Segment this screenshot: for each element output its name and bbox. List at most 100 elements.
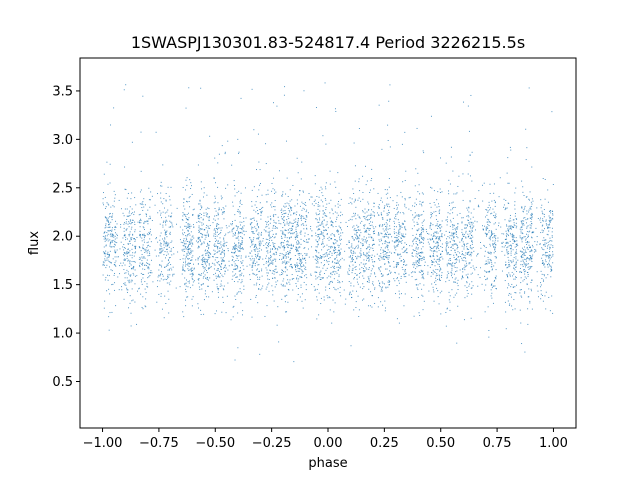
data-point — [368, 244, 370, 246]
data-point — [372, 238, 374, 240]
data-point — [120, 262, 122, 264]
data-point — [213, 253, 215, 255]
data-point — [523, 262, 525, 264]
data-point — [482, 228, 484, 230]
data-point — [203, 212, 205, 214]
data-point — [382, 236, 384, 238]
data-point — [271, 248, 273, 250]
data-point — [319, 237, 321, 239]
data-point — [253, 219, 255, 221]
data-point — [274, 227, 276, 229]
data-point — [184, 258, 186, 260]
data-point — [386, 227, 388, 229]
data-point — [454, 240, 456, 242]
data-point — [487, 223, 489, 225]
data-point — [259, 247, 261, 249]
data-point — [420, 227, 422, 229]
data-point — [233, 180, 235, 182]
data-point — [254, 204, 256, 206]
data-point — [519, 228, 521, 230]
data-point — [433, 235, 435, 237]
data-point — [257, 255, 259, 257]
data-point — [142, 244, 144, 246]
data-point — [289, 221, 291, 223]
data-point — [336, 254, 338, 256]
data-point — [328, 248, 330, 250]
data-point — [321, 188, 323, 190]
data-point — [131, 280, 133, 282]
data-point — [434, 204, 436, 206]
data-point — [552, 245, 554, 247]
data-point — [291, 265, 293, 267]
data-point — [197, 164, 199, 166]
data-point — [373, 243, 375, 245]
data-point — [546, 233, 548, 235]
data-point — [508, 245, 510, 247]
data-point — [373, 284, 375, 286]
data-point — [273, 237, 275, 239]
data-point — [287, 244, 289, 246]
data-point — [383, 230, 385, 232]
data-point — [325, 199, 327, 201]
data-point — [202, 283, 204, 285]
data-point — [185, 225, 187, 227]
data-point — [371, 306, 373, 308]
data-point — [506, 241, 508, 243]
data-point — [527, 248, 529, 250]
data-point — [159, 252, 161, 254]
data-point — [289, 200, 291, 202]
data-point — [509, 232, 511, 234]
data-point — [325, 215, 327, 217]
data-point — [540, 221, 542, 223]
data-point — [219, 233, 221, 235]
data-point — [244, 187, 246, 189]
data-point — [338, 281, 340, 283]
data-point — [337, 231, 339, 233]
data-point — [274, 209, 276, 211]
data-point — [149, 254, 151, 256]
data-point — [329, 183, 331, 185]
data-point — [320, 303, 322, 305]
data-point — [127, 289, 129, 291]
data-point — [439, 192, 441, 194]
data-point — [211, 291, 213, 293]
data-point — [284, 86, 286, 88]
data-point — [334, 252, 336, 254]
data-point — [379, 207, 381, 209]
data-point — [349, 256, 351, 258]
data-point — [341, 214, 343, 216]
data-point — [209, 241, 211, 243]
data-point — [512, 237, 514, 239]
data-point — [395, 237, 397, 239]
data-point — [419, 314, 421, 316]
data-point — [489, 237, 491, 239]
data-point — [159, 244, 161, 246]
data-point — [140, 281, 142, 283]
data-point — [114, 225, 116, 227]
data-point — [331, 281, 333, 283]
data-point — [437, 269, 439, 271]
data-point — [437, 290, 439, 292]
data-point — [545, 277, 547, 279]
data-point — [215, 277, 217, 279]
data-point — [436, 224, 438, 226]
data-point — [508, 266, 510, 268]
data-point — [222, 296, 224, 298]
data-point — [190, 187, 192, 189]
data-point — [126, 228, 128, 230]
data-point — [461, 217, 463, 219]
data-point — [526, 246, 528, 248]
data-point — [125, 272, 127, 274]
data-point — [252, 232, 254, 234]
data-point — [115, 305, 117, 307]
data-point — [348, 256, 350, 258]
data-point — [527, 323, 529, 325]
data-point — [416, 251, 418, 253]
data-point — [327, 227, 329, 229]
data-point — [452, 228, 454, 230]
data-point — [380, 213, 382, 215]
data-point — [166, 248, 168, 250]
data-point — [217, 268, 219, 270]
data-point — [512, 242, 514, 244]
data-point — [441, 256, 443, 258]
